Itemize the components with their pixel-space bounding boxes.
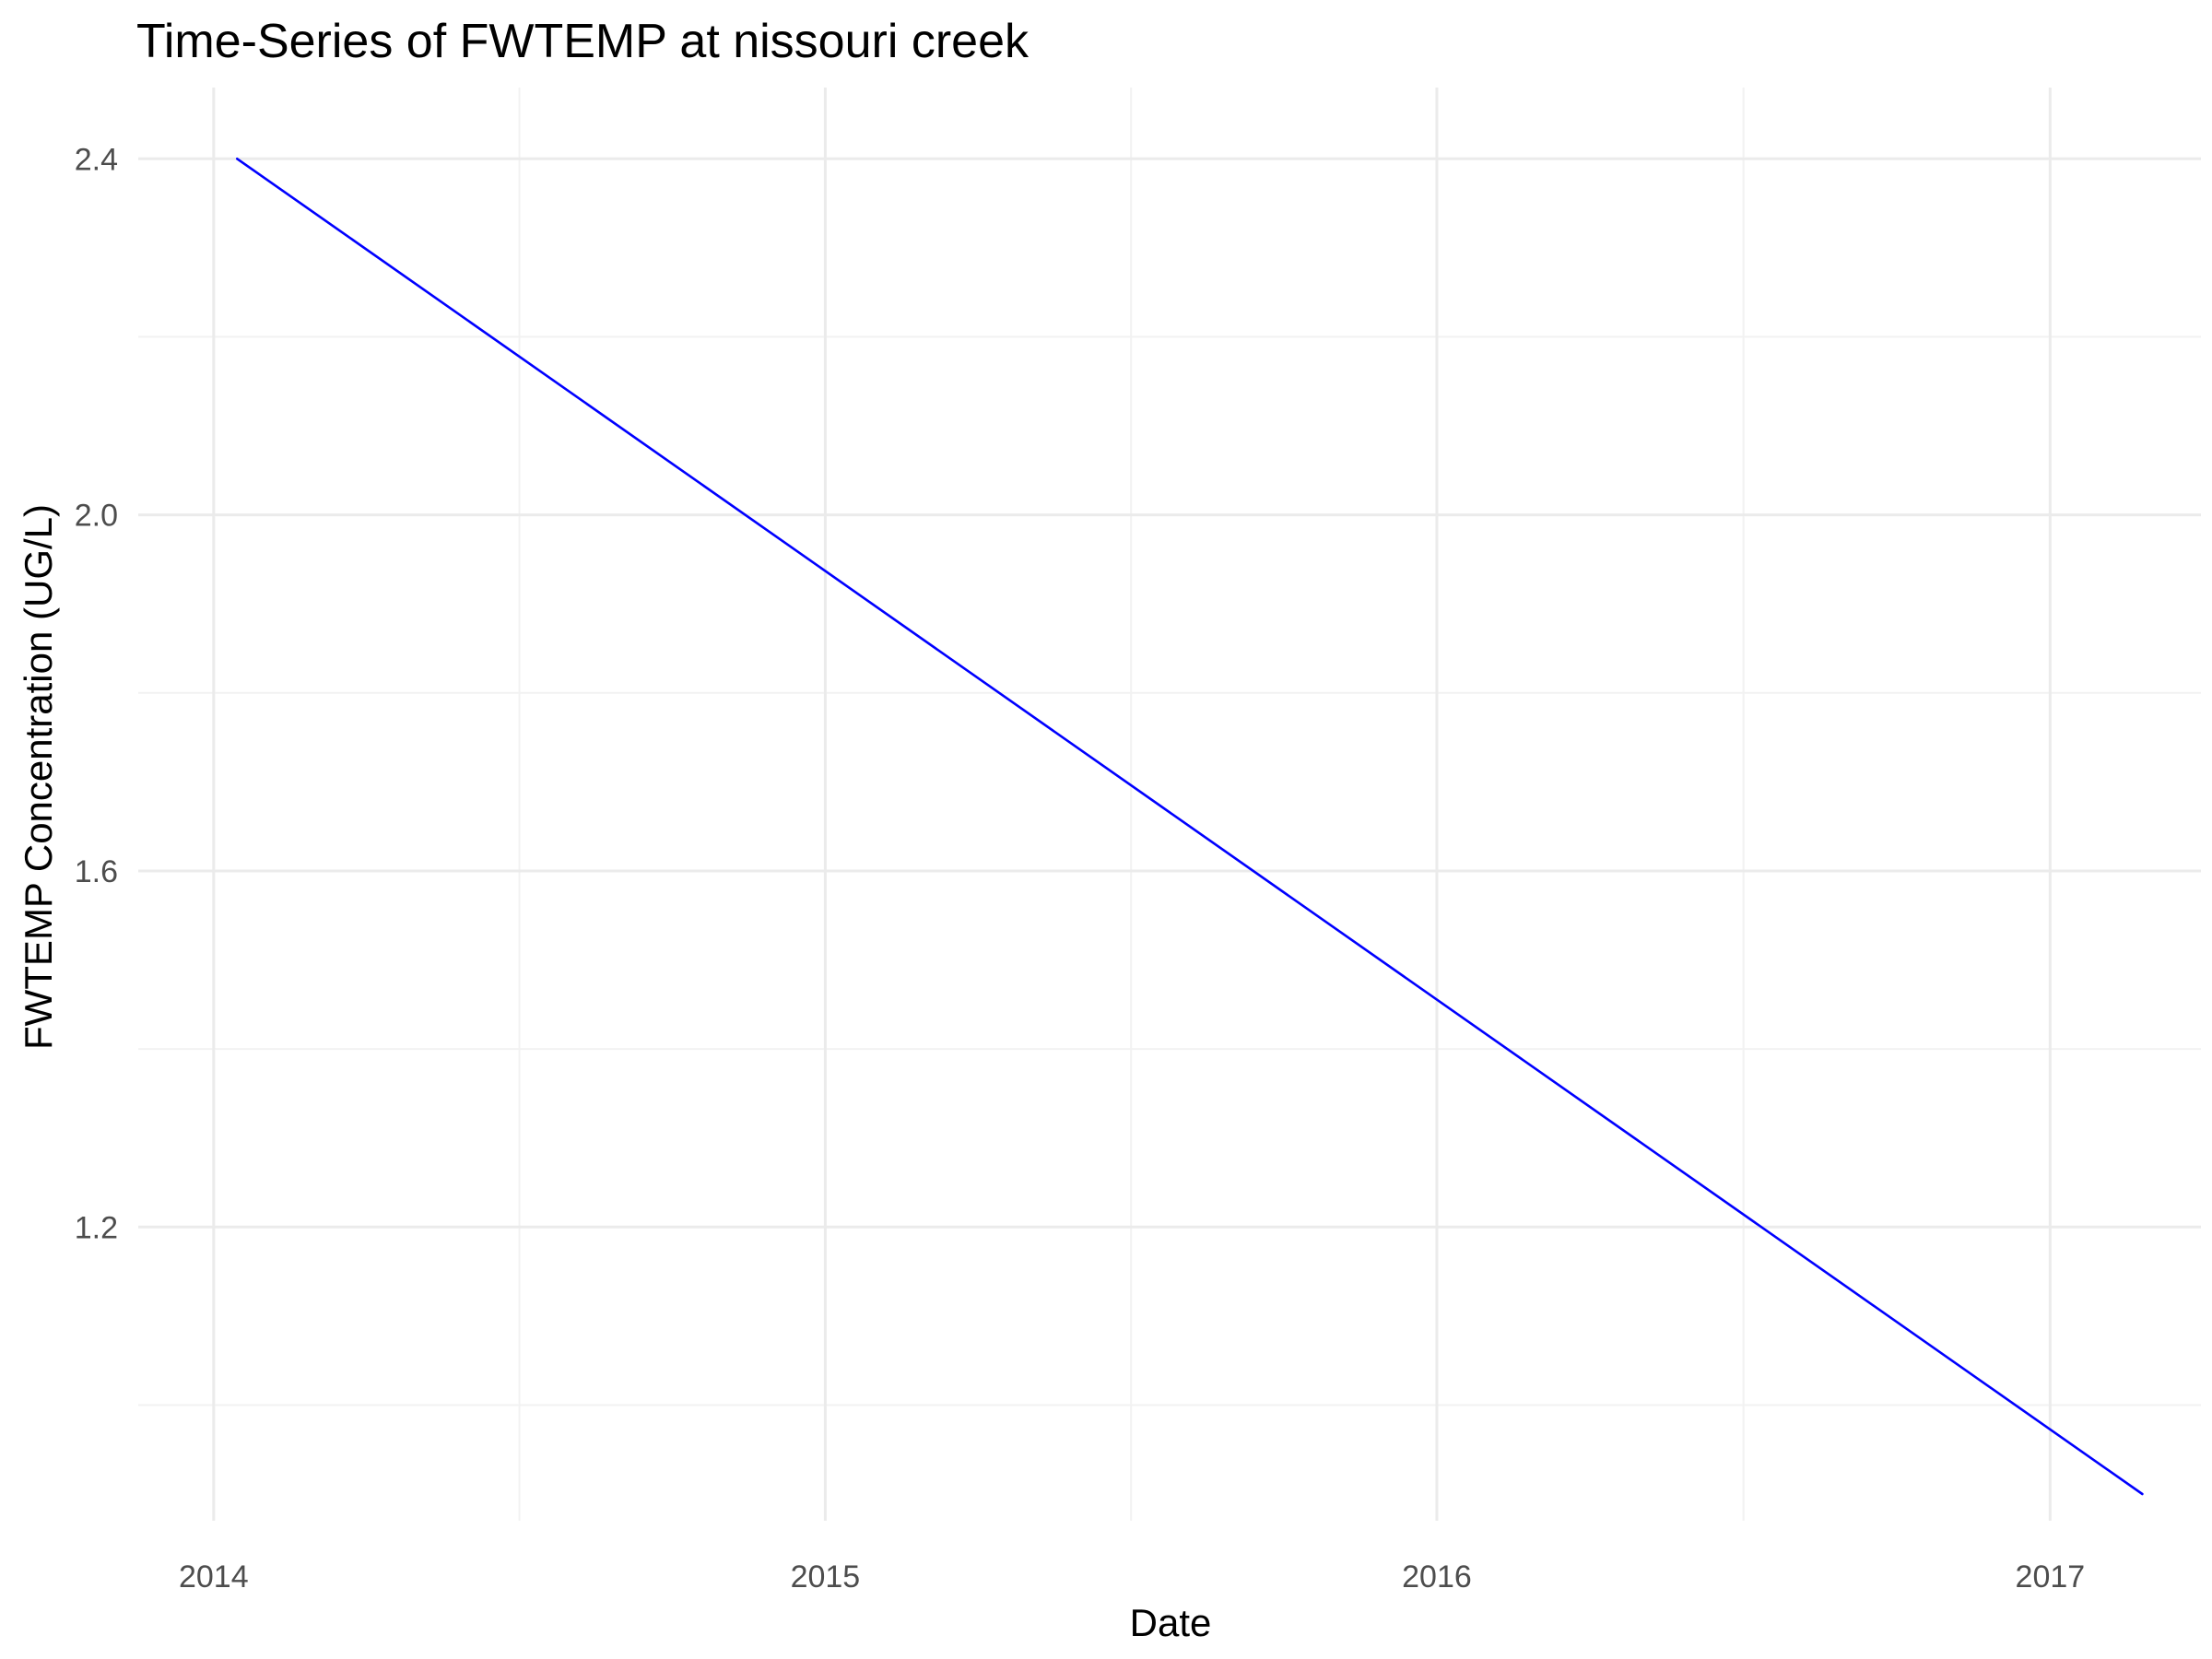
- x-axis-label: Date: [1130, 1601, 1212, 1644]
- y-axis-label: FWTEMP Concentration (UG/L): [17, 504, 60, 1050]
- series-line: [235, 158, 2144, 1496]
- y-tick-labels: 1.2 1.6 2.0 2.4: [75, 142, 118, 1245]
- x-tick-label: 2015: [791, 1559, 861, 1594]
- x-tick-label: 2016: [1402, 1559, 1472, 1594]
- y-tick-label: 1.2: [75, 1210, 118, 1245]
- y-tick-label: 2.0: [75, 499, 118, 534]
- x-tick-labels: 2014 2015 2016 2017: [179, 1559, 2085, 1594]
- major-x-gridlines: [212, 88, 2052, 1521]
- y-tick-label: 1.6: [75, 854, 118, 889]
- x-tick-label: 2014: [179, 1559, 249, 1594]
- chart-title: Time-Series of FWTEMP at nissouri creek: [136, 15, 1030, 68]
- minor-y-gridlines: [138, 335, 2201, 1406]
- major-y-gridlines: [138, 157, 2201, 1229]
- y-tick-label: 2.4: [75, 142, 118, 177]
- minor-x-gridlines: [518, 88, 1745, 1521]
- series-layer: [235, 158, 2144, 1496]
- x-tick-label: 2017: [2016, 1559, 2086, 1594]
